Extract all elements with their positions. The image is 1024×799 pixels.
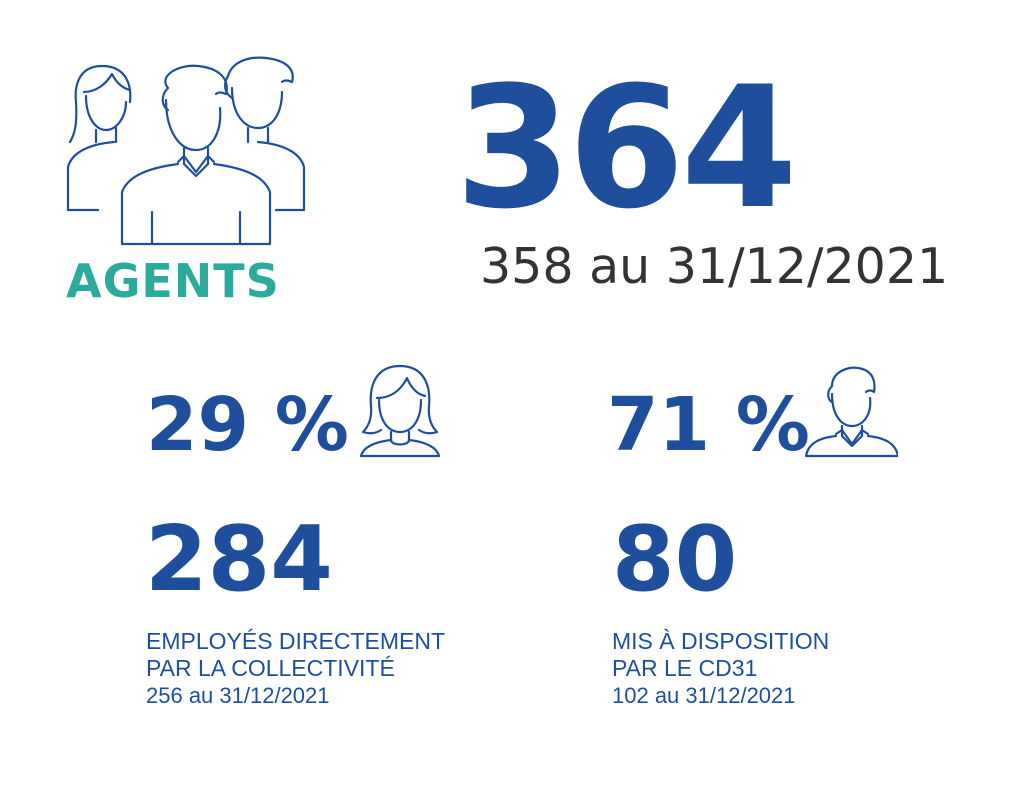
employees-caption: EMPLOYÉS DIRECTEMENT PAR LA COLLECTIVITÉ… [146,628,445,709]
people-group-icon [62,52,312,252]
total-agents-previous: 358 au 31/12/2021 [480,238,949,295]
women-percent: 29 % [146,382,349,468]
seconded-count: 80 [612,507,738,612]
employees-caption-line1: EMPLOYÉS DIRECTEMENT [146,628,446,654]
seconded-caption-line1: MIS À DISPOSITION [612,628,830,654]
employees-previous: 256 au 31/12/2021 [146,683,330,708]
man-icon [802,364,900,460]
total-agents-number: 364 [455,50,798,246]
woman-icon [355,360,445,458]
seconded-caption: MIS À DISPOSITION PAR LE CD31 102 au 31/… [612,628,829,709]
employees-count: 284 [145,507,333,612]
agents-label: AGENTS [66,254,280,308]
men-percent: 71 % [607,382,810,468]
seconded-previous: 102 au 31/12/2021 [612,683,796,708]
employees-caption-line2: PAR LA COLLECTIVITÉ [146,655,395,681]
seconded-caption-line2: PAR LE CD31 [612,655,758,681]
